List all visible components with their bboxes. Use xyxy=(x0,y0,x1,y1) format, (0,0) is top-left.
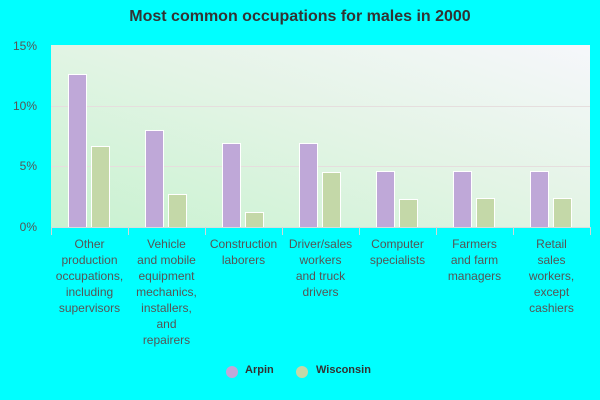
x-tick xyxy=(590,227,591,235)
x-tick xyxy=(513,227,514,235)
x-category-label: Construction laborers xyxy=(209,237,278,267)
bar-wisconsin xyxy=(322,172,341,227)
legend-marker-wisconsin xyxy=(296,366,308,378)
x-tick xyxy=(282,227,283,235)
bar-arpin xyxy=(453,171,472,227)
bar-wisconsin xyxy=(399,199,418,227)
x-axis-line xyxy=(51,227,590,228)
bar-arpin xyxy=(299,143,318,227)
bar-wisconsin xyxy=(168,194,187,227)
legend-marker-arpin xyxy=(226,366,238,378)
gridline-5 xyxy=(51,166,590,167)
bar-wisconsin xyxy=(476,197,495,227)
x-category-label: Computer specialists xyxy=(369,237,426,267)
bar-wisconsin xyxy=(245,212,264,227)
bar-wisconsin xyxy=(553,197,572,227)
plot-area xyxy=(51,45,590,227)
x-tick xyxy=(359,227,360,235)
gridline-10 xyxy=(51,106,590,107)
bar-wisconsin xyxy=(91,145,110,227)
x-tick xyxy=(205,227,206,235)
legend-label-arpin: Arpin xyxy=(245,364,274,376)
x-tick xyxy=(436,227,437,235)
x-category-label: Retail sales workers, except cashiers xyxy=(528,237,575,315)
x-category-label: Vehicle and mobile equipment mechanics, inst… xyxy=(136,237,197,347)
x-tick xyxy=(51,227,52,235)
chart-title: Most common occupations for males in 200… xyxy=(129,8,471,25)
bar-arpin xyxy=(530,171,549,227)
y-tick-15: 15% xyxy=(12,39,37,53)
y-tick-10: 10% xyxy=(12,99,37,113)
y-tick-5: 5% xyxy=(19,159,37,173)
legend-label-wisconsin: Wisconsin xyxy=(316,364,371,376)
x-category-label: Driver/sales workers and truck drivers xyxy=(288,237,353,299)
bar-arpin xyxy=(68,74,87,227)
x-tick xyxy=(128,227,129,235)
bar-arpin xyxy=(376,171,395,227)
x-category-label: Other production occupations, including supe… xyxy=(55,237,124,315)
y-tick-0: 0% xyxy=(19,220,37,234)
bar-arpin xyxy=(145,129,164,227)
bar-arpin xyxy=(222,143,241,227)
x-category-label: Farmers and farm managers xyxy=(447,237,502,283)
